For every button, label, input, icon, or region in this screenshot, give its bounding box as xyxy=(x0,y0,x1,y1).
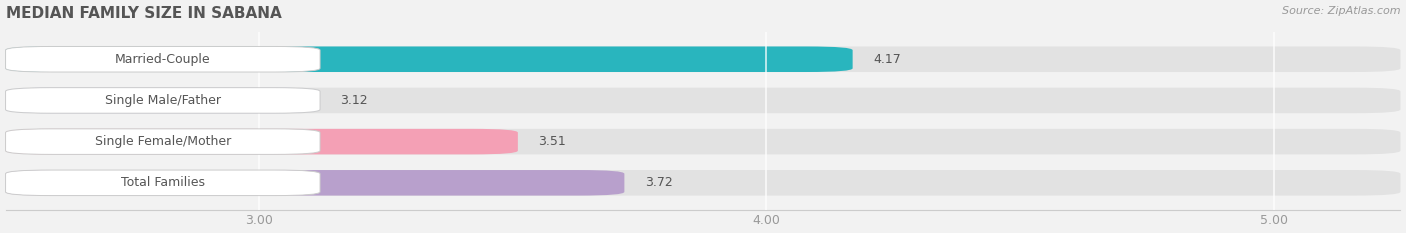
Text: Single Female/Mother: Single Female/Mother xyxy=(94,135,231,148)
FancyBboxPatch shape xyxy=(6,170,321,195)
Text: MEDIAN FAMILY SIZE IN SABANA: MEDIAN FAMILY SIZE IN SABANA xyxy=(6,6,281,21)
Text: 3.51: 3.51 xyxy=(538,135,565,148)
FancyBboxPatch shape xyxy=(6,129,321,154)
FancyBboxPatch shape xyxy=(6,88,321,113)
Text: 3.12: 3.12 xyxy=(340,94,368,107)
Text: Married-Couple: Married-Couple xyxy=(115,53,211,66)
FancyBboxPatch shape xyxy=(6,46,321,72)
FancyBboxPatch shape xyxy=(6,129,1400,154)
FancyBboxPatch shape xyxy=(6,129,517,154)
Text: 3.72: 3.72 xyxy=(645,176,672,189)
FancyBboxPatch shape xyxy=(6,88,1400,113)
FancyBboxPatch shape xyxy=(6,170,624,195)
Text: Single Male/Father: Single Male/Father xyxy=(105,94,221,107)
FancyBboxPatch shape xyxy=(6,170,1400,195)
Text: Source: ZipAtlas.com: Source: ZipAtlas.com xyxy=(1282,6,1400,16)
FancyBboxPatch shape xyxy=(6,88,321,113)
Text: Total Families: Total Families xyxy=(121,176,205,189)
FancyBboxPatch shape xyxy=(6,46,852,72)
Text: 4.17: 4.17 xyxy=(873,53,901,66)
FancyBboxPatch shape xyxy=(6,46,1400,72)
